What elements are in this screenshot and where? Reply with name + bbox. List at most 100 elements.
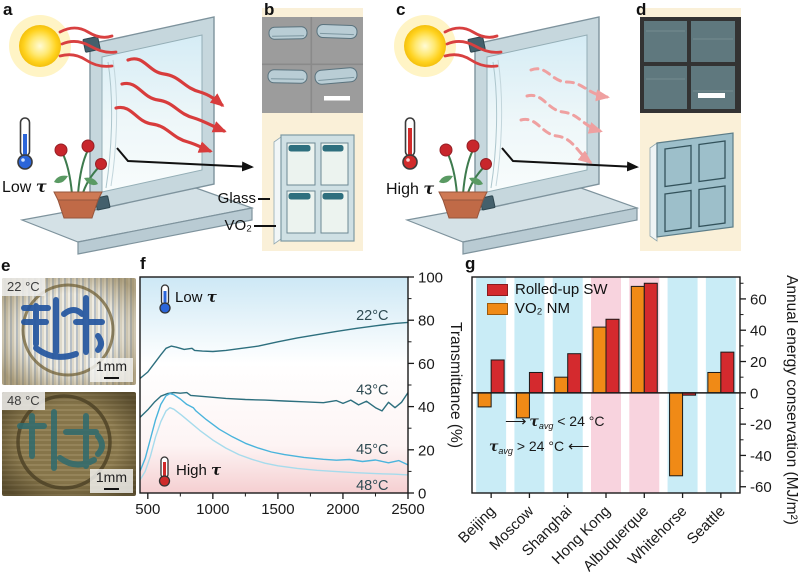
x-tick-label: 2000 xyxy=(326,501,359,518)
optical-photo-48c: 48 °C 1mm xyxy=(2,392,136,496)
photo-scale-label: 1mm xyxy=(89,469,133,493)
left-arrow-glyph: ⟵ xyxy=(567,438,589,455)
schematic-illustrations xyxy=(7,13,639,255)
annotation-above-24c: τavg > 24 °C ⟵ xyxy=(479,437,604,457)
thermometer-hot-icon xyxy=(402,117,418,170)
bar-rolled-up-sw-Beijing xyxy=(490,359,505,394)
scale-bar xyxy=(103,376,119,379)
high-tau-label: High τ xyxy=(386,179,434,199)
sem-image-flat xyxy=(640,17,741,113)
high-tau-word: High xyxy=(386,181,419,198)
y-tick-label: 0 xyxy=(418,486,426,503)
y-tick-label: 0 xyxy=(750,385,758,402)
f-high-tau-label: High τ xyxy=(176,461,221,479)
annotation-below-24c: ⟶ τavg < 24 °C xyxy=(479,412,604,432)
y-tick-label: 80 xyxy=(418,313,435,330)
panel-a-letter: a xyxy=(3,0,13,19)
y-tick-label: -20 xyxy=(750,417,772,434)
tau-symbol: τ xyxy=(529,414,539,430)
legend-row-vo2-nm: VO₂ NM xyxy=(487,300,608,317)
microtube xyxy=(268,26,308,40)
optical-photo-22c: 22 °C 1mm xyxy=(2,278,136,385)
thermometer-cold-icon xyxy=(17,117,33,170)
flat-window-schematic xyxy=(649,132,734,242)
bar-rolled-up-sw-Hong Kong xyxy=(605,318,620,394)
f-high-word: High xyxy=(176,462,207,479)
flat-membranes xyxy=(644,21,735,109)
panel-c-scene xyxy=(392,13,639,255)
callout-arrow-to-d xyxy=(501,147,639,172)
y-tick-label: 20 xyxy=(750,354,767,371)
panel-b-background xyxy=(262,8,363,251)
x-tick-label: 500 xyxy=(135,501,160,518)
f-y-axis-title: Transmittance (%) xyxy=(447,322,464,448)
tau-symbol: τ xyxy=(206,288,217,306)
panel-b-letter: b xyxy=(264,0,275,19)
scale-text: 1mm xyxy=(95,358,127,375)
y-tick-label: 20 xyxy=(418,442,435,459)
f-thermometer-cold-icon xyxy=(159,284,171,314)
panel-c-letter: c xyxy=(396,0,406,19)
tau-symbol: τ xyxy=(211,461,222,479)
callout-arrow-to-b xyxy=(116,147,254,172)
f-low-tau-label: Low τ xyxy=(175,288,217,306)
scale-text: 1mm xyxy=(95,469,127,486)
g-temperature-annotations: ⟶ τavg < 24 °C τavg > 24 °C ⟵ xyxy=(479,412,604,457)
photo-temp-label: 48 °C xyxy=(2,392,45,411)
x-tick-label: 1500 xyxy=(261,501,294,518)
sem-image-rolled-up xyxy=(262,17,363,113)
curve-label-45°C: 45°C xyxy=(356,442,388,458)
photo-temp-label: 22 °C xyxy=(2,278,45,297)
glass-leader-line xyxy=(258,198,270,200)
bar-vo2-nm-Beijing xyxy=(477,392,492,408)
schematic-edge xyxy=(649,142,658,242)
photo-pattern xyxy=(21,283,115,377)
legend-label-vo2-nm: VO₂ NM xyxy=(515,300,570,317)
g-legend: Rolled-up SW VO₂ NM xyxy=(487,281,608,319)
glass-label: Glass xyxy=(217,190,256,207)
bar-vo2-nm-Albuquerque xyxy=(630,285,645,394)
panel-f-letter: f xyxy=(140,254,146,273)
tau-symbol: τ xyxy=(489,439,499,455)
low-tau-word: Low xyxy=(2,179,32,196)
energy-conservation-chart: -60-40-200204060BeijingMoscowShanghaiHon… xyxy=(455,275,798,575)
legend-row-rolled-up-sw: Rolled-up SW xyxy=(487,281,608,298)
right-arrow-glyph: ⟶ xyxy=(505,413,526,430)
y-tick-label: 60 xyxy=(418,356,435,373)
spectrum-curve-22°C xyxy=(139,321,409,380)
x-tick-label: 2500 xyxy=(391,501,424,518)
photo-scale-label: 1mm xyxy=(89,358,133,382)
legend-swatch-red xyxy=(487,283,508,296)
scale-bar xyxy=(324,96,350,101)
y-tick-label: 60 xyxy=(750,291,767,308)
panel-e-letter: e xyxy=(1,256,11,275)
tau-symbol: τ xyxy=(423,179,435,198)
panel-a-scene xyxy=(7,13,254,255)
y-tick-label: 40 xyxy=(418,399,435,416)
vo2-leader-line xyxy=(254,225,276,227)
panel-d-letter: d xyxy=(636,0,647,19)
curve-label-22°C: 22°C xyxy=(356,308,388,324)
city-label-Seattle: Seattle xyxy=(684,503,729,548)
bar-rolled-up-sw-Shanghai xyxy=(567,353,582,394)
condition-text: < 24 °C xyxy=(557,413,605,429)
curve-label-43°C: 43°C xyxy=(356,383,388,399)
microtube xyxy=(316,24,358,39)
bar-vo2-nm-Whitehorse xyxy=(669,392,684,477)
y-tick-label: 100 xyxy=(418,270,443,287)
sem-gridline-h xyxy=(262,63,363,66)
rolled-up-window-schematic xyxy=(273,134,355,245)
bar-rolled-up-sw-Moscow xyxy=(528,371,543,394)
f-low-word: Low xyxy=(175,289,203,306)
f-thermometer-hot-icon xyxy=(158,456,171,487)
legend-label-rolled-up-sw: Rolled-up SW xyxy=(515,281,608,298)
transmitted-heat-arrows xyxy=(519,67,610,164)
x-tick-label: 1000 xyxy=(196,501,229,518)
tau-symbol: τ xyxy=(35,177,47,196)
tau-subscript: avg xyxy=(498,446,513,456)
spectrum-curve-48°C xyxy=(139,407,409,481)
bar-vo2-nm-Seattle xyxy=(707,371,722,394)
condition-text: > 24 °C xyxy=(516,438,565,454)
